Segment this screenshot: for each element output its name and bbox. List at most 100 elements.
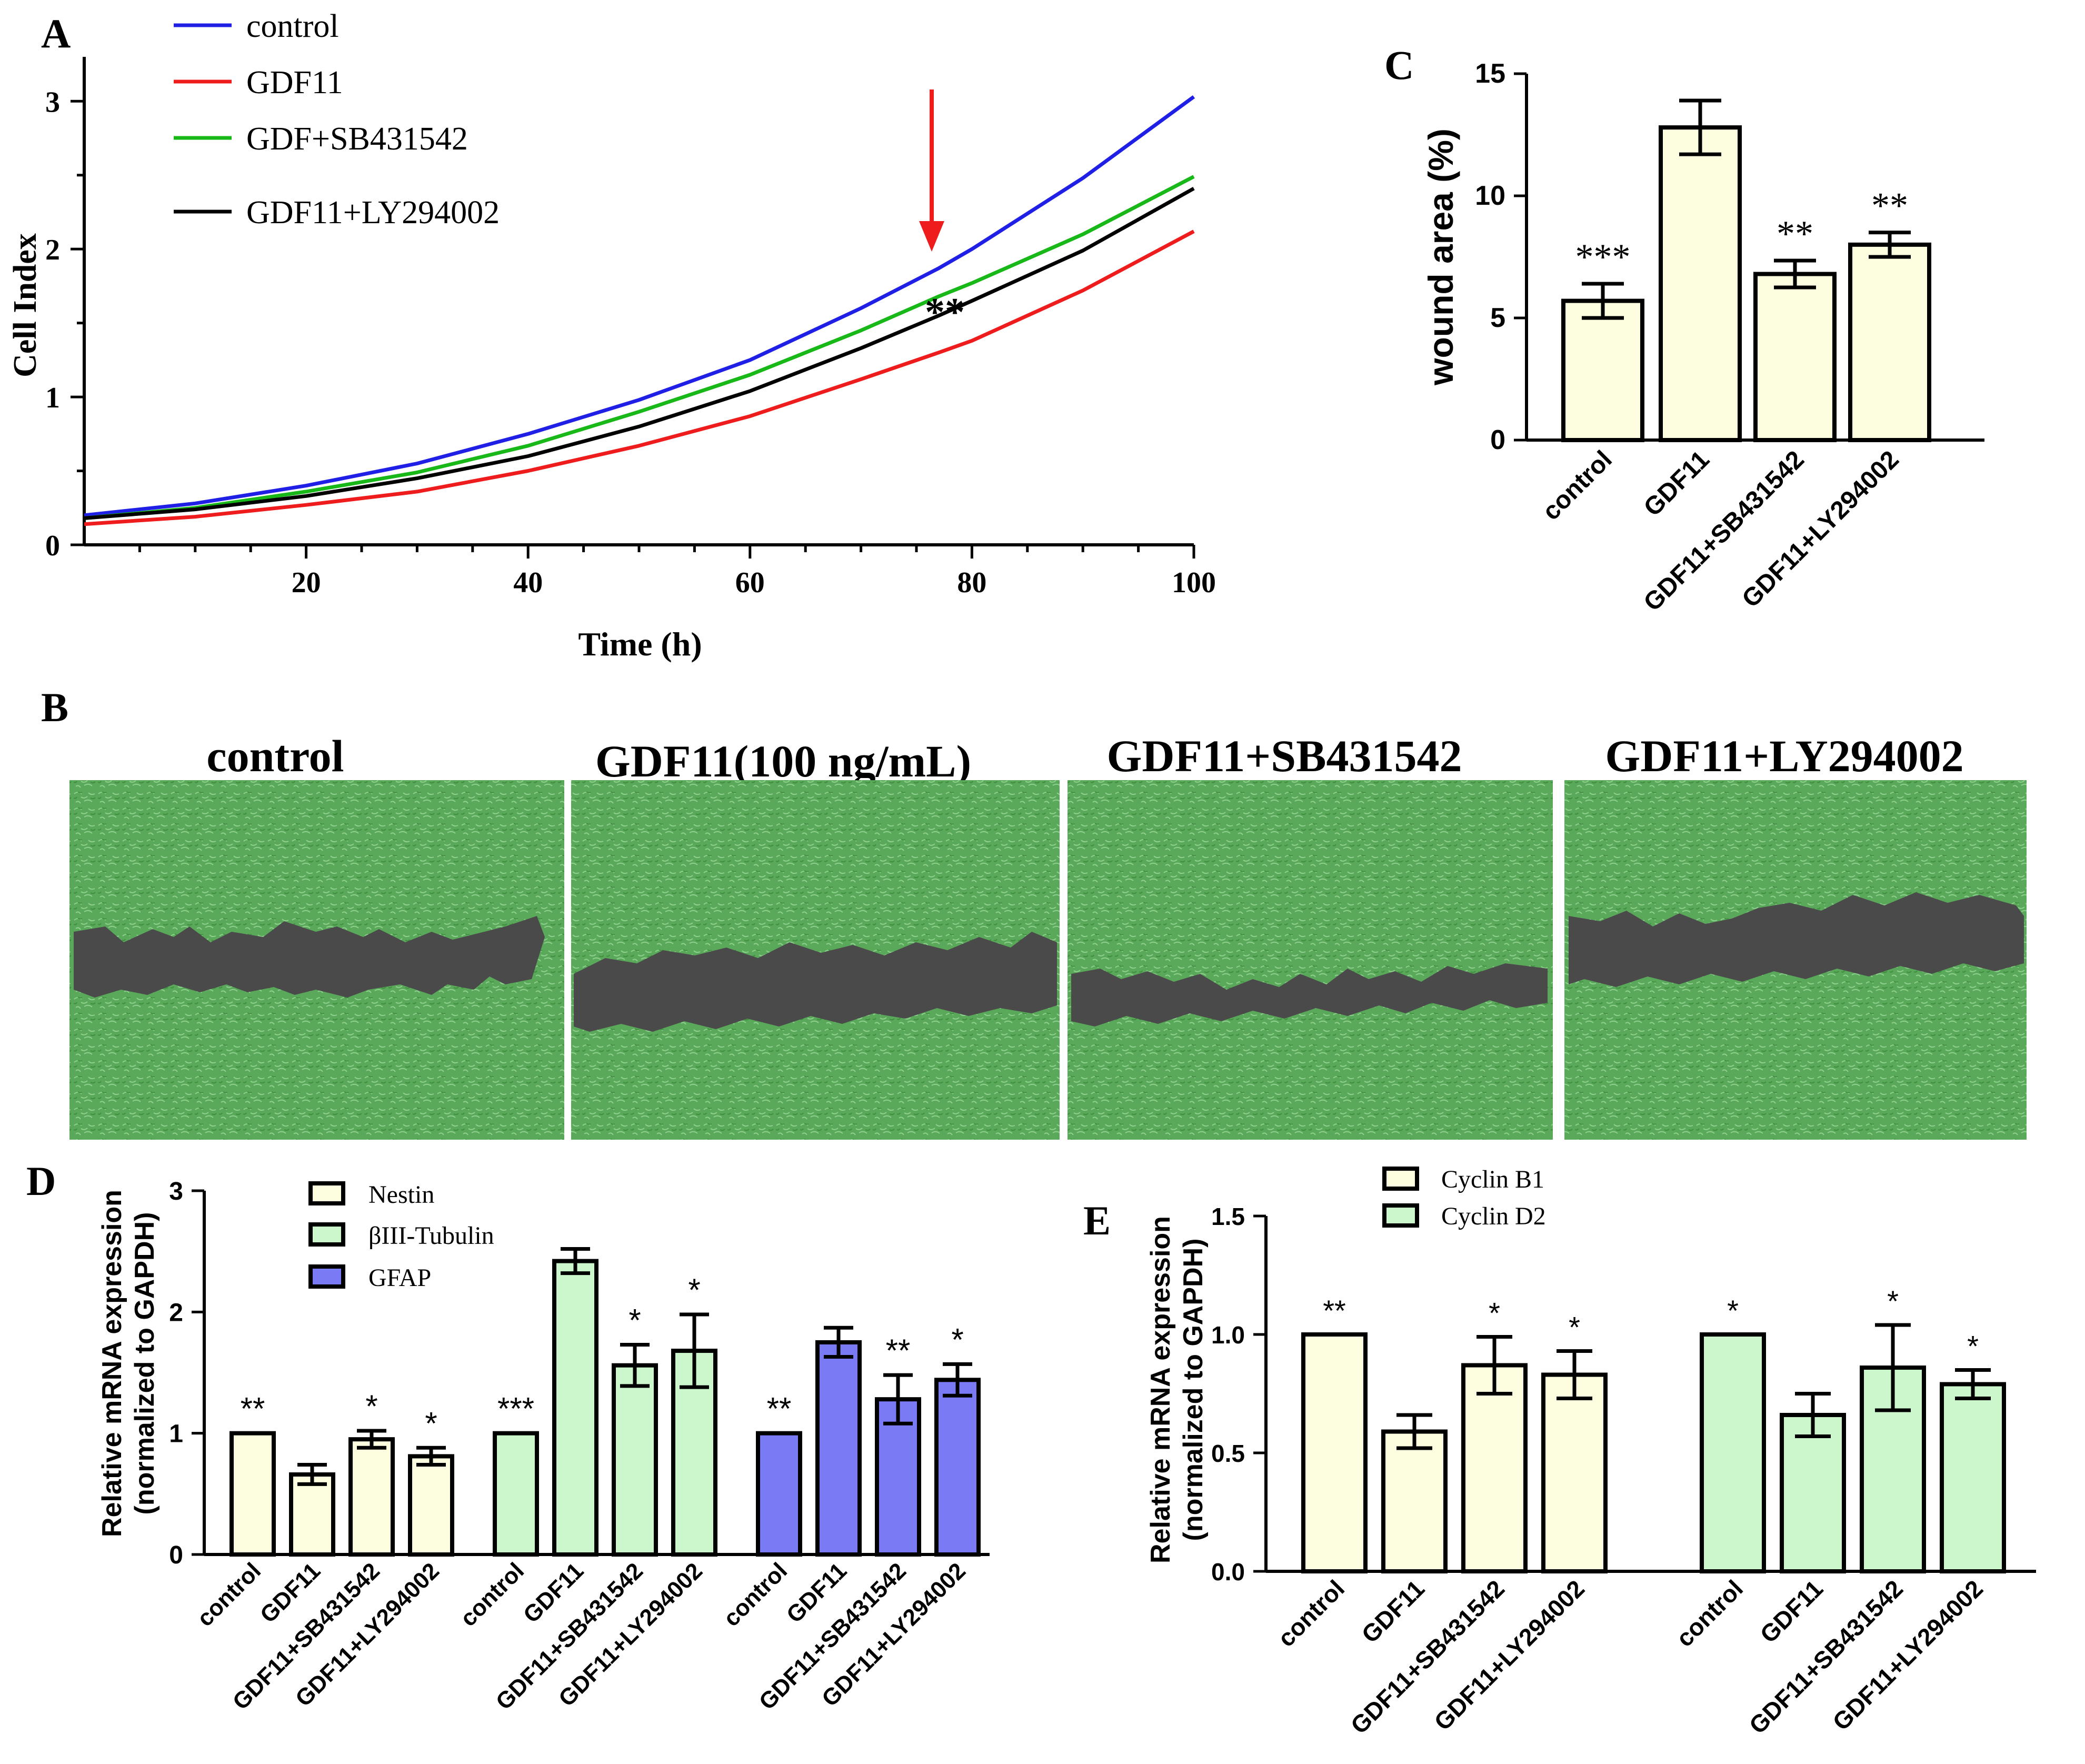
a-x-tick-label: 20: [292, 566, 321, 599]
d-ticks: 0 1 2 3: [169, 1178, 204, 1569]
d-x-tick-label: control: [192, 1558, 266, 1631]
e-bars: **control GDF11*GDF11+SB431542*GDF11+LY29…: [1272, 1284, 2006, 1739]
a-y-tick-label: 0: [45, 530, 60, 562]
e-bar-cyclin-b1-control: [1301, 1332, 1368, 1573]
panel-a-label: A: [41, 11, 71, 56]
e-significance: *: [1489, 1297, 1500, 1330]
d-bar-iii-tubulin-control: [493, 1431, 539, 1557]
c-bar-wound-area-gdf11-sb431542: [1753, 272, 1837, 442]
c-y-tick-label: 15: [1475, 58, 1505, 89]
c-x-tick-label: GDF11+SB431542: [1639, 445, 1810, 616]
legend-e: Cyclin B1 Cyclin D2: [1382, 1165, 1546, 1230]
wound-image-gdf11: [571, 780, 1060, 1140]
d-significance: **: [767, 1391, 792, 1427]
d-bar-nestin-control: [230, 1431, 276, 1557]
panel-c-label: C: [1384, 42, 1414, 88]
c-x-tick-label: control: [1537, 445, 1617, 525]
e-significance: *: [1887, 1284, 1899, 1318]
c-significance: ***: [1575, 237, 1631, 277]
legend-swatch-tubulin: [308, 1222, 345, 1247]
d-significance: **: [886, 1333, 911, 1368]
e-bar-cyclin-d2-gdf11: [1780, 1413, 1846, 1573]
panel-e-label: E: [1083, 1198, 1111, 1243]
c-bars: *** control GDF11 ** GDF11+SB431542 ** GDF11+L…: [1537, 98, 1931, 617]
c-y-tick-label: 5: [1490, 303, 1505, 333]
e-x-tick-label: GDF11: [1754, 1574, 1828, 1648]
c-bar-wound-area-gdf11-ly294002: [1848, 242, 1931, 442]
e-bar-cyclin-d2-control: [1700, 1332, 1766, 1573]
e-y-label-line1: Relative mRNA expression: [1145, 1216, 1176, 1563]
e-bar-cyclin-b1-gdf11-sb431542: [1461, 1363, 1528, 1573]
panel-b-label: B: [41, 684, 68, 730]
wound-image-ly: [1564, 780, 2027, 1140]
d-x-tick-label: control: [455, 1558, 529, 1631]
legend-label-cyclin-b1: Cyclin B1: [1441, 1165, 1544, 1193]
a-y-tick-label: 1: [45, 382, 60, 414]
d-y-label-line2: (normalized to GAPDH): [129, 1212, 160, 1515]
e-x-tick-label: GDF11+SB431542: [1744, 1574, 1909, 1739]
d-y-tick-label: 3: [169, 1178, 183, 1205]
d-bar-gfap-gdf11-ly294002: [934, 1378, 981, 1557]
d-significance: *: [688, 1272, 700, 1308]
e-x-tick-label: GDF11: [1356, 1574, 1430, 1648]
line-series-gdf-sb431542: [84, 175, 1195, 520]
c-y-tick-label: 10: [1475, 181, 1505, 211]
c-y-tick-label: 0: [1490, 425, 1505, 455]
d-bar-iii-tubulin-gdf11-sb431542: [612, 1363, 658, 1557]
panel-b: B control GDF11(100 ng/mL) GDF11+SB43154…: [41, 684, 2027, 1140]
d-y-label-line1: Relative mRNA expression: [97, 1190, 127, 1537]
a-lines: [84, 95, 1195, 526]
a-ticks: 20 40 60 80 100 0 1 2 3: [45, 86, 1216, 599]
e-ticks: 0.0 0.5 1.0 1.5: [1211, 1203, 1266, 1586]
e-x-tick-label: control: [1671, 1574, 1748, 1652]
legend-label-nestin: Nestin: [368, 1181, 434, 1209]
wound-gap-sb: [1071, 963, 1548, 1026]
d-significance: **: [241, 1391, 265, 1427]
a-x-tick-label: 40: [513, 566, 543, 599]
legend-label-ly: GDF11+LY294002: [246, 195, 500, 231]
d-y-tick-label: 0: [169, 1541, 183, 1569]
d-significance: *: [425, 1406, 437, 1441]
e-significance: *: [1727, 1294, 1739, 1327]
legend-swatch-nestin: [308, 1181, 345, 1205]
d-y-tick-label: 2: [169, 1299, 183, 1327]
a-x-tick-label: 100: [1172, 566, 1216, 599]
c-y-label: wound area (%): [1421, 128, 1460, 386]
legend-swatch-gfap: [308, 1264, 345, 1289]
legend-label-gdf11: GDF11: [246, 65, 343, 101]
legend-label-control: control: [246, 8, 339, 44]
e-bar-cyclin-d2-gdf11-ly294002: [1940, 1382, 2006, 1573]
image-title-gdf11: GDF11(100 ng/mL): [595, 736, 971, 786]
wound-image-sb: [1068, 780, 1553, 1140]
d-y-tick-label: 1: [169, 1420, 183, 1448]
line-series-gdf11: [84, 230, 1195, 526]
a-y-label: Cell Index: [7, 233, 43, 377]
e-significance: **: [1323, 1294, 1346, 1327]
wound-gap-ly: [1569, 892, 2024, 987]
legend-swatch-cyclin-d2: [1382, 1203, 1419, 1228]
d-significance: *: [951, 1322, 963, 1357]
d-x-tick-label: control: [719, 1558, 792, 1631]
d-bar-gfap-gdf11: [815, 1340, 862, 1557]
d-bars: **controlGDF11*GDF11+SB431542*GDF11+LY29…: [192, 1247, 981, 1715]
d-bar-nestin-gdf11: [289, 1472, 335, 1557]
e-x-tick-label: GDF11+LY294002: [1429, 1574, 1590, 1736]
legend-label-sb: GDF+SB431542: [246, 121, 468, 157]
c-significance: **: [1871, 186, 1908, 226]
legend-a: control GDF11 GDF+SB431542 GDF11+LY29400…: [174, 8, 500, 231]
legend-swatch-cyclin-b1: [1382, 1167, 1419, 1191]
e-bar-cyclin-b1-gdf11: [1381, 1429, 1448, 1573]
d-significance: *: [629, 1303, 641, 1338]
c-bar-wound-area-control: [1561, 298, 1644, 443]
legend-label-tubulin: βIII-Tubulin: [368, 1222, 494, 1250]
d-significance: ***: [497, 1391, 534, 1427]
line-series-gdf11-ly294002: [84, 186, 1195, 520]
image-title-sb: GDF11+SB431542: [1107, 731, 1462, 781]
e-y-tick-label: 0.5: [1211, 1440, 1245, 1467]
a-y-tick-label: 2: [45, 234, 60, 266]
image-title-ly: GDF11+LY294002: [1605, 731, 1963, 781]
e-x-tick-label: GDF11+LY294002: [1827, 1574, 1988, 1736]
panel-c: C 0 5 10 15 *** control GDF11 ** GDF11+SB431542…: [1384, 42, 1984, 617]
e-y-tick-label: 1.5: [1211, 1203, 1245, 1230]
